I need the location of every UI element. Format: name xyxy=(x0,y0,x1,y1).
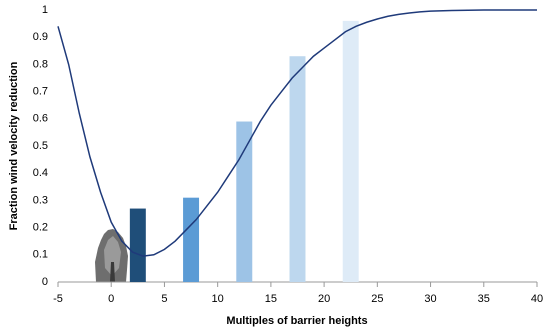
bar xyxy=(236,121,253,283)
y-tick-label: 0.1 xyxy=(33,249,48,261)
x-tick-label: 0 xyxy=(108,293,114,305)
y-axis-title: Fraction wind velocity reduction xyxy=(8,61,20,230)
line xyxy=(57,9,537,257)
x-tick-label: 15 xyxy=(265,293,277,305)
y-tick-label: 0 xyxy=(42,276,48,288)
y-tick-label: 0.5 xyxy=(33,140,48,152)
y-tick-label: 0.4 xyxy=(33,167,48,179)
bar xyxy=(129,208,146,282)
x-tick-label: 10 xyxy=(212,293,224,305)
y-tick-label: 0.3 xyxy=(33,194,48,206)
x-axis-title: Multiples of barrier heights xyxy=(226,315,367,327)
x-tick-label: 35 xyxy=(478,293,490,305)
x-tick-label: 20 xyxy=(318,293,330,305)
bar xyxy=(342,20,359,282)
x-tick-label: 30 xyxy=(424,293,436,305)
y-tick-label: 0.9 xyxy=(33,31,48,43)
y-tick-label: 1 xyxy=(42,4,48,16)
y-tick-label: 0.6 xyxy=(33,113,48,125)
bar xyxy=(183,197,200,282)
x-tick-label: 25 xyxy=(371,293,383,305)
x-tick-label: 5 xyxy=(161,293,167,305)
y-tick-label: 0.2 xyxy=(33,222,48,234)
bar xyxy=(289,56,306,282)
x-tick-label: -5 xyxy=(53,293,63,305)
y-tick-label: 0.7 xyxy=(33,86,48,98)
x-tick-label: 40 xyxy=(531,293,543,305)
tree-icon xyxy=(95,229,128,282)
y-tick-label: 0.8 xyxy=(33,58,48,70)
